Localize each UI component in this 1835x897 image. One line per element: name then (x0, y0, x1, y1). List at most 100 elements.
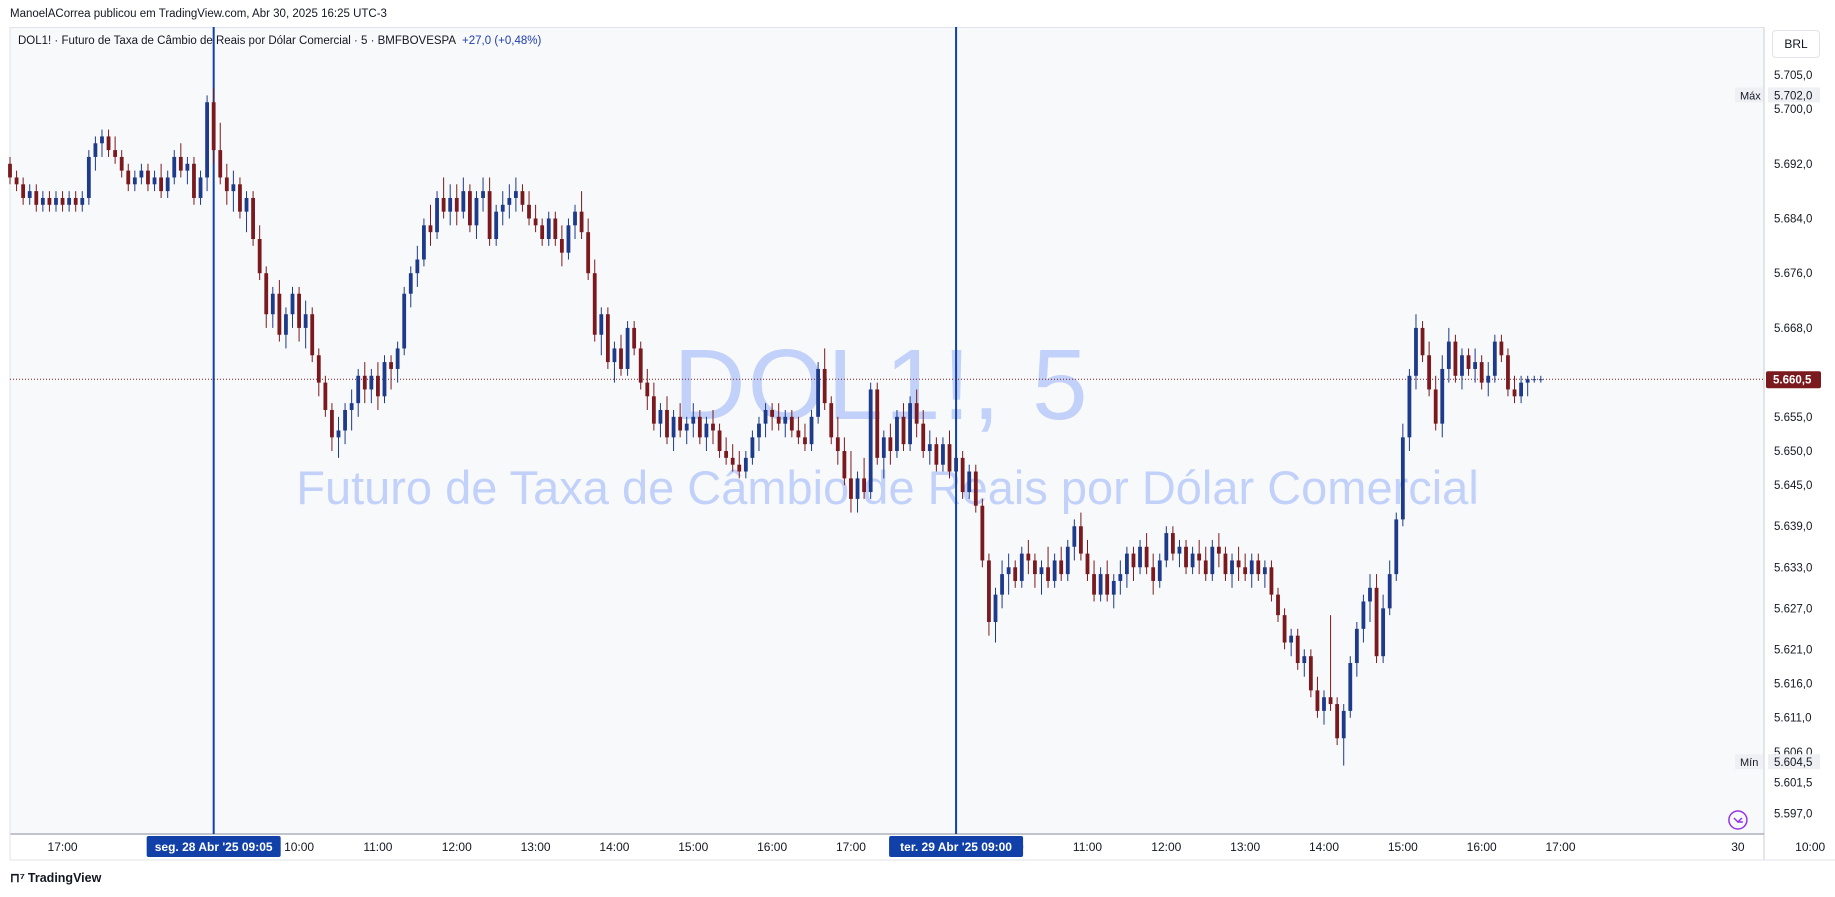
price-tick-label: 5.601,5 (1774, 778, 1812, 790)
watermark-description: Futuro de Taxa de Câmbio de Reais por Dó… (296, 461, 1479, 514)
candle-body (487, 191, 492, 240)
candle-body (625, 327, 630, 369)
candle-body (559, 239, 564, 253)
candle-body (691, 416, 696, 424)
time-tick-label: 11:00 (1073, 840, 1102, 854)
candle-body (1000, 574, 1004, 595)
candle-body (113, 150, 118, 157)
candle-body (1262, 567, 1267, 575)
session-marker-label: ter. 29 Abr '25 09:00 (900, 840, 1012, 854)
candle-body (244, 197, 249, 212)
price-tick-label: 5.692,0 (1774, 159, 1812, 171)
candle-body (323, 382, 328, 410)
candle-body (8, 163, 12, 178)
candle-body (1236, 560, 1241, 568)
candle-body (362, 375, 367, 390)
candle-body (435, 197, 439, 233)
price-tick-label: 5.668,0 (1774, 323, 1812, 335)
candle-body (1164, 533, 1169, 561)
candle-body (376, 375, 380, 397)
candle-body (60, 197, 65, 205)
candle-body (724, 451, 729, 458)
session-marker-label: seg. 28 Abr '25 09:05 (155, 840, 273, 854)
candle-body (1289, 635, 1294, 643)
candle-body (1479, 362, 1484, 383)
tradingview-footer[interactable]: ⊓⁷ TradingView (10, 870, 101, 885)
candle-body (507, 197, 512, 205)
tradingview-logo-icon: ⊓⁷ (10, 871, 25, 885)
candle-body (1026, 553, 1031, 561)
candle-body (1223, 553, 1228, 575)
chart-pane[interactable] (10, 27, 1764, 835)
candle-body (34, 191, 39, 205)
session-marker-badge (889, 836, 1024, 857)
candle-body (1249, 560, 1254, 575)
candle-body (1328, 697, 1333, 705)
candle-body (428, 225, 433, 233)
time-tick-label: 17:00 (48, 840, 78, 854)
candle-body (1059, 560, 1064, 575)
candle-body (1348, 663, 1353, 711)
candle-body (218, 150, 223, 178)
time-tick-label: 17:00 (836, 840, 866, 854)
candle-body (481, 191, 485, 198)
time-tick-label: 30 (1731, 840, 1745, 854)
legend-symbol-text: DOL1! · Futuro de Taxa de Câmbio de Reai… (18, 35, 457, 47)
time-tick-label: 15:00 (678, 840, 708, 854)
candle-body (395, 348, 400, 369)
candle-body (1033, 560, 1037, 575)
price-tick-label: 5.650,0 (1774, 446, 1812, 458)
candle-body (796, 430, 801, 438)
candle-body (316, 355, 321, 383)
candle-body (993, 594, 998, 622)
time-tick-label: 14:00 (599, 840, 629, 854)
candle-body (1420, 327, 1425, 356)
candle-body (671, 416, 676, 438)
currency-button[interactable]: BRL (1772, 30, 1820, 58)
candle-body (1473, 362, 1478, 369)
candle-body (1499, 341, 1504, 356)
time-tick-label: 14:00 (1309, 840, 1339, 854)
candle-body (1368, 587, 1372, 602)
candle-body (159, 177, 164, 192)
candle-body (270, 293, 275, 315)
candle-body (520, 191, 525, 205)
min-price-value-box (1768, 754, 1820, 770)
candle-body (1466, 355, 1471, 369)
candle-body (494, 211, 499, 240)
candle-body (336, 430, 341, 438)
candle-body (921, 423, 926, 452)
candle-body (980, 505, 985, 561)
candle-body (93, 143, 98, 157)
candle-body (290, 293, 295, 315)
price-tick-label: 5.705,0 (1774, 70, 1812, 82)
candle-body (973, 471, 978, 506)
candle-body (454, 197, 459, 212)
candle-body (1374, 587, 1379, 657)
candle-body (941, 444, 945, 465)
candle-body (14, 177, 19, 185)
candle-body (605, 314, 610, 363)
candle-body (914, 403, 919, 424)
price-tick-label: 5.639,0 (1774, 521, 1812, 533)
candle-body (47, 197, 52, 205)
candle-body (842, 451, 847, 479)
watermark-symbol: DOL1!, 5 (673, 329, 1090, 441)
candle-body (40, 197, 45, 205)
candle-body (1046, 567, 1050, 581)
candle-body (1019, 553, 1024, 581)
candle-body (592, 273, 597, 335)
candle-body (586, 232, 591, 274)
candle-body (704, 423, 709, 438)
candle-body (500, 204, 505, 212)
candle-body (638, 348, 643, 383)
candle-body (875, 389, 880, 458)
symbol-legend[interactable]: DOL1! · Futuro de Taxa de Câmbio de Reai… (18, 35, 541, 47)
candle-body (303, 314, 308, 328)
candle-body (402, 293, 407, 349)
time-tick-label: 12:00 (1151, 840, 1181, 854)
candle-body (1079, 526, 1083, 554)
max-price-value-box (1768, 87, 1820, 103)
candle-body (684, 423, 689, 431)
